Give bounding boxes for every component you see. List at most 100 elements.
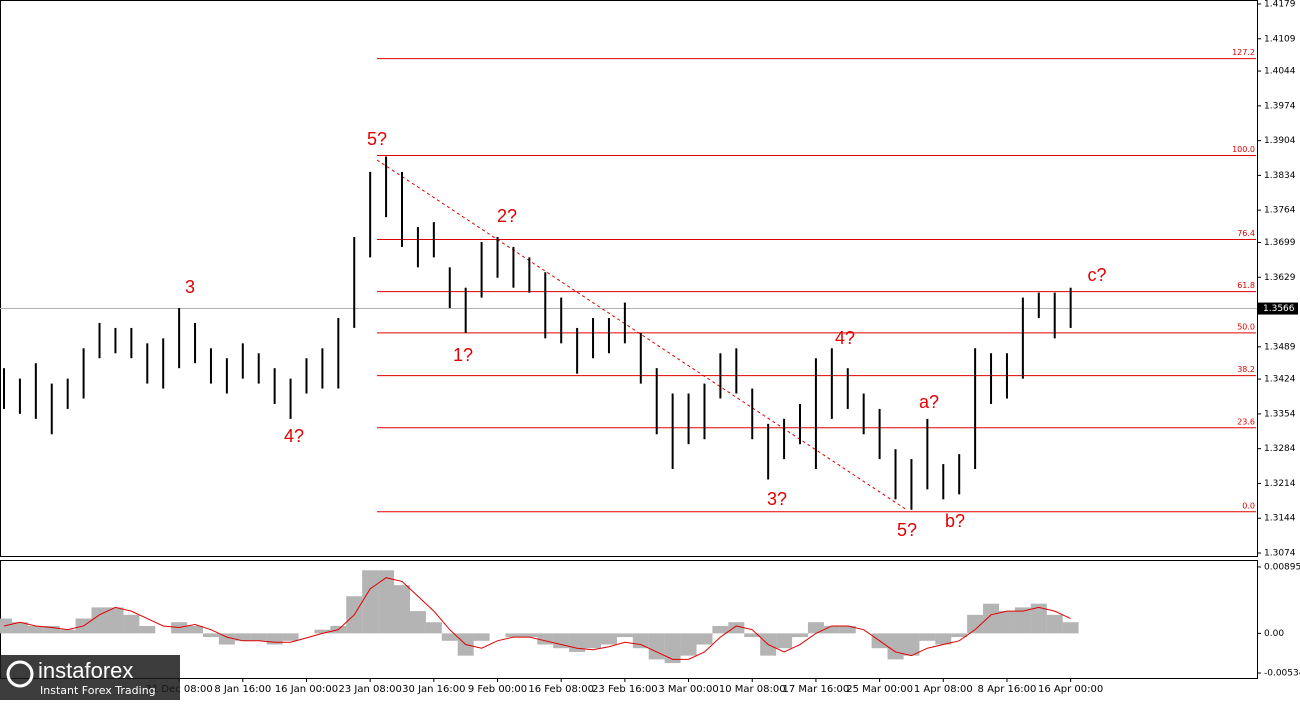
macd-bar [234,633,251,641]
logo-icon [6,660,34,688]
macd-bar [983,603,1000,634]
macd-bar [680,633,697,656]
logo-brand: instaforex [38,658,133,683]
fib-label: 100.0 [1232,145,1255,154]
macd-tick-label: -0.00534 [1264,669,1300,679]
last-price-box [1258,302,1298,315]
macd-bar [585,633,602,649]
macd-bar [951,633,968,638]
macd-bar [792,633,808,638]
wave-label: 5? [367,129,387,149]
fib-label: 38.2 [1237,365,1255,374]
y-tick-label: 1.3764 [1264,206,1296,216]
macd-bar [1014,607,1031,634]
macd-bar [11,622,28,634]
macd-bar [250,633,267,641]
macd-bar [1030,603,1047,634]
fib-label: 61.8 [1237,281,1255,290]
last-price-label: 1.3566 [1263,304,1295,314]
macd-bar [712,625,729,634]
macd-bar [998,611,1015,634]
wave-label: b? [945,511,965,531]
fib-label: 50.0 [1237,322,1255,331]
x-tick-label: 1 Apr 08:00 [914,684,973,695]
macd-bar [282,633,299,641]
fib-label: 0.0 [1242,501,1255,510]
y-tick-label: 1.3834 [1264,171,1296,181]
x-tick-label: 25 Mar 00:00 [846,684,913,695]
macd-bar [839,625,856,634]
x-tick-label: 10 Mar 08:00 [719,684,786,695]
x-tick-label: 16 Apr 00:00 [1038,684,1103,695]
macd-bar [314,629,331,634]
macd-bar [91,607,108,634]
y-tick-label: 1.3284 [1264,444,1296,454]
wave-label: 3 [185,277,195,297]
x-tick-label: 17 Mar 16:00 [783,684,850,695]
macd-bar [505,633,522,638]
macd-bar [187,625,204,634]
y-tick-label: 1.3354 [1264,409,1296,419]
macd-bar [362,570,379,634]
macd-bar [967,614,984,634]
x-tick-label: 3 Mar 00:00 [658,684,718,695]
macd-bar [394,585,410,634]
main-panel [0,0,1258,557]
macd-bar [744,633,761,638]
macd-bar [807,622,824,634]
y-tick-label: 1.3144 [1264,514,1296,524]
y-tick-label: 1.3489 [1264,342,1296,352]
wave-label: c? [1087,265,1106,285]
x-tick-label: 16 Feb 08:00 [528,684,594,695]
trend-line [376,159,908,511]
macd-bar [27,625,44,634]
wave-label: 4? [835,328,855,348]
macd-bar [728,622,745,634]
macd-bar [903,633,920,656]
y-tick-label: 1.3074 [1264,549,1296,559]
macd-bar [600,633,617,645]
macd-bar [202,633,219,638]
macd-tick-label: 0.00895 [1264,562,1300,572]
macd-bar [378,570,395,634]
macd-bar [43,625,60,634]
logo: instaforex Instant Forex Trading [0,655,180,700]
macd-bar [123,614,140,634]
macd-bar [776,633,793,649]
y-tick-label: 1.3629 [1264,273,1296,283]
macd-bar [632,633,649,649]
macd-bar [823,625,840,634]
wave-label: a? [919,392,939,412]
macd-bar [473,633,490,641]
macd-bar [919,633,936,641]
wave-label: 2? [497,206,517,226]
macd-tick-label: 0.00 [1264,629,1284,639]
macd-bar [425,622,442,634]
wave-label: 5? [897,520,917,540]
y-tick-label: 1.3699 [1264,238,1296,248]
y-tick-label: 1.3214 [1264,479,1296,489]
macd-bar [648,633,665,660]
x-tick-label: 9 Feb 00:00 [468,684,527,695]
y-tick-label: 1.4179 [1264,0,1296,9]
x-tick-label: 16 Jan 00:00 [275,684,338,695]
fib-label: 76.4 [1237,229,1255,238]
fib-label: 23.6 [1237,417,1255,426]
wave-label: 1? [453,345,473,365]
macd-bar [1046,614,1063,634]
macd-bar [409,611,426,634]
wave-label: 3? [767,489,787,509]
y-tick-label: 1.4044 [1264,67,1296,77]
macd-bar [664,633,681,664]
logo-tagline: Instant Forex Trading [40,684,156,697]
macd-bar [441,633,458,641]
macd-bar [59,629,76,634]
indicator-panel [0,560,1258,679]
macd-bar [616,633,633,638]
y-tick-label: 1.3974 [1264,101,1296,111]
x-tick-label: 8 Jan 16:00 [214,684,271,695]
x-tick-label: 30 Jan 16:00 [402,684,465,695]
macd-bar [935,633,952,645]
